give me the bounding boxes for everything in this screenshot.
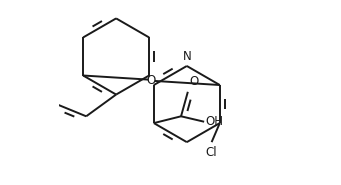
Text: N: N: [182, 50, 191, 63]
Text: OH: OH: [206, 115, 223, 128]
Text: Cl: Cl: [206, 146, 218, 159]
Text: O: O: [189, 75, 198, 88]
Text: O: O: [147, 74, 156, 87]
